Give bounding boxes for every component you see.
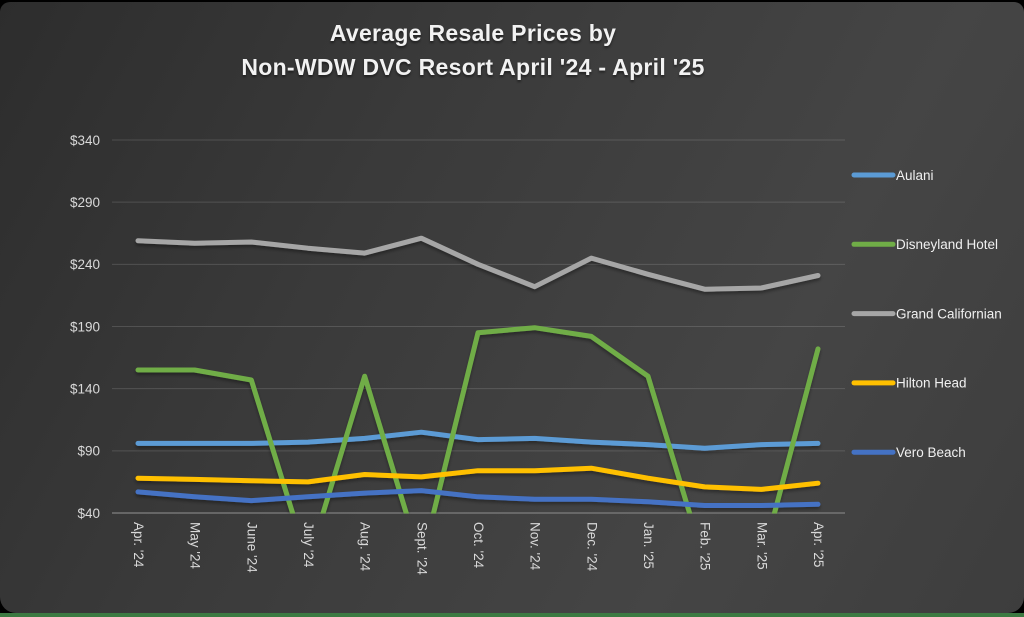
chart-title: Average Resale Prices by Non-WDW DVC Res… bbox=[0, 16, 946, 84]
y-tick-label: $140 bbox=[70, 381, 100, 396]
series-line-grand-californian bbox=[135, 235, 821, 292]
y-tick-label: $240 bbox=[70, 257, 100, 272]
legend-label: Grand Californian bbox=[896, 306, 1002, 321]
x-tick-label: Oct. '24 bbox=[471, 522, 486, 569]
x-tick-label: Nov. '24 bbox=[528, 522, 543, 571]
series-line-hilton-head bbox=[135, 465, 821, 492]
y-tick-label: $340 bbox=[70, 133, 100, 148]
x-tick-label: Dec. '24 bbox=[584, 522, 599, 572]
legend-item-vero-beach: Vero Beach bbox=[851, 445, 966, 460]
y-axis-labels: $40 $90 $140 $190 $240 $290 $340 bbox=[70, 133, 100, 521]
chart-title-line1: Average Resale Prices by bbox=[329, 20, 617, 46]
x-tick-label: July '24 bbox=[301, 522, 316, 568]
x-axis-labels: Apr. '24 May '24 June '24 July '24 Aug. '24 S… bbox=[131, 522, 826, 575]
x-tick-label: Jan. '25 bbox=[641, 522, 656, 569]
legend-item-hilton-head: Hilton Head bbox=[851, 376, 967, 391]
x-tick-label: June '24 bbox=[244, 522, 259, 573]
gridlines bbox=[112, 139, 845, 514]
x-tick-label: Apr. '24 bbox=[131, 522, 146, 568]
x-tick-label: Sept. '24 bbox=[414, 522, 429, 575]
legend-label: Disneyland Hotel bbox=[896, 237, 998, 252]
y-tick-label: $90 bbox=[77, 444, 100, 459]
y-tick-label: $290 bbox=[70, 195, 100, 210]
bottom-green-bar bbox=[0, 613, 1024, 617]
x-tick-label: May '24 bbox=[188, 522, 203, 569]
chart-title-line2: Non-WDW DVC Resort April '24 - April '25 bbox=[241, 54, 705, 80]
series-lines bbox=[135, 235, 821, 514]
series-line-aulani bbox=[135, 429, 821, 451]
legend-label: Aulani bbox=[896, 168, 934, 183]
legend-item-aulani: Aulani bbox=[851, 168, 934, 183]
legend-item-disneyland-hotel: Disneyland Hotel bbox=[851, 237, 998, 252]
x-tick-label: Aug. '24 bbox=[358, 522, 373, 572]
y-tick-label: $190 bbox=[70, 319, 100, 334]
legend-label: Vero Beach bbox=[896, 445, 966, 460]
series-line-vero-beach bbox=[135, 488, 821, 508]
series-line-disneyland-hotel bbox=[135, 325, 821, 514]
x-tick-label: Feb. '25 bbox=[698, 522, 713, 570]
y-tick-label: $40 bbox=[77, 506, 100, 521]
legend: Aulani Disneyland Hotel Grand Californian H… bbox=[851, 168, 1002, 460]
x-tick-label: Mar. '25 bbox=[754, 522, 769, 570]
legend-item-grand-californian: Grand Californian bbox=[851, 306, 1002, 321]
legend-label: Hilton Head bbox=[896, 376, 967, 391]
x-tick-label: Apr. '25 bbox=[811, 522, 826, 567]
